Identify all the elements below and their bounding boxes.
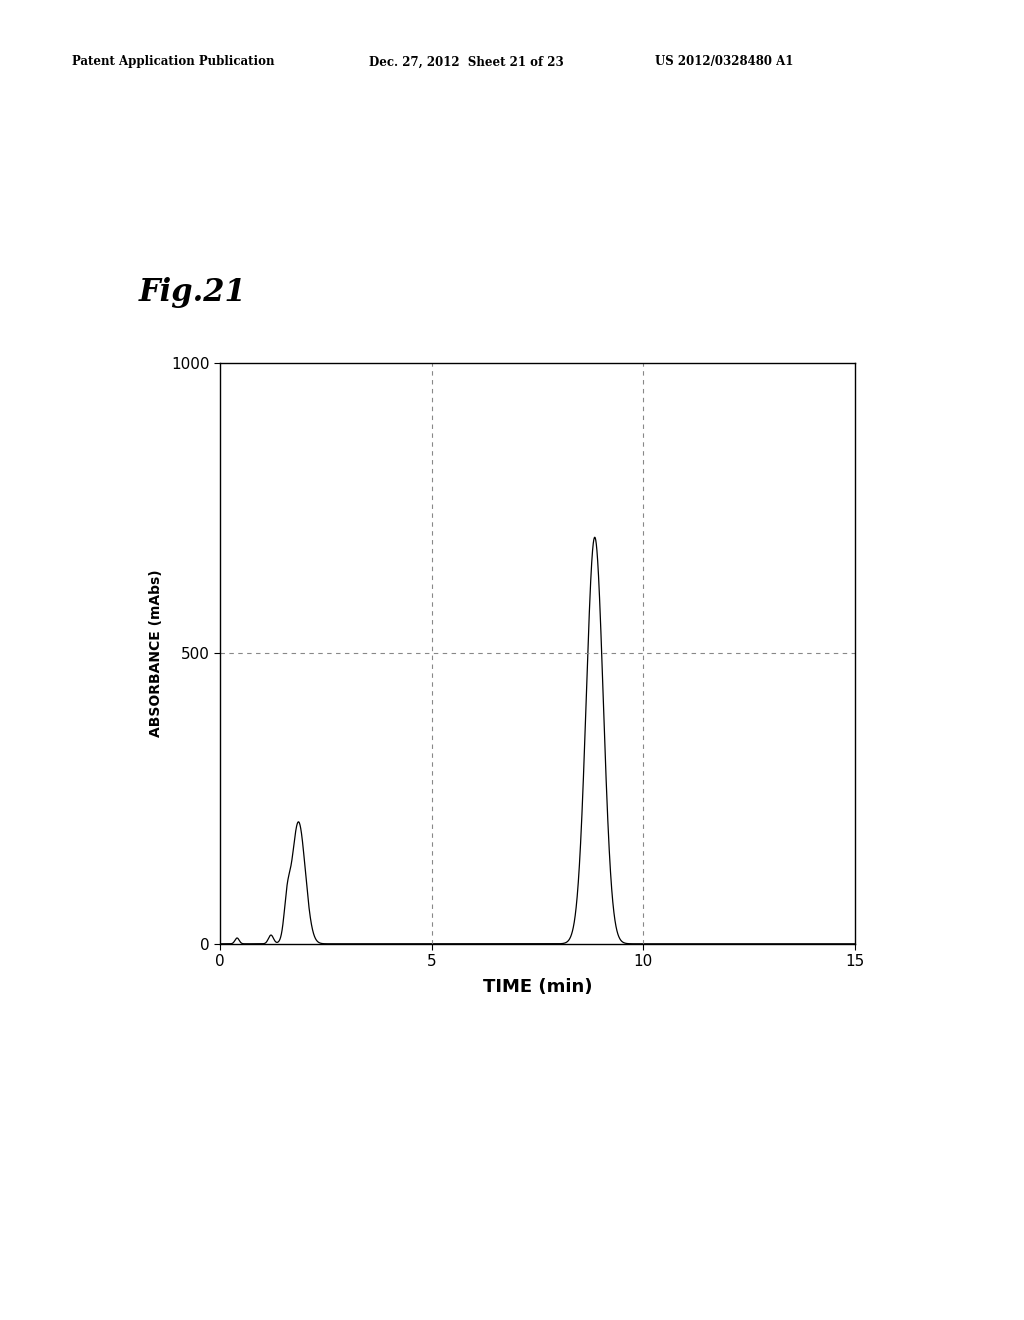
Y-axis label: ABSORBANCE (mAbs): ABSORBANCE (mAbs): [148, 570, 163, 737]
Text: Fig.21: Fig.21: [138, 277, 246, 308]
Text: Dec. 27, 2012  Sheet 21 of 23: Dec. 27, 2012 Sheet 21 of 23: [369, 55, 563, 69]
X-axis label: TIME (min): TIME (min): [483, 978, 592, 995]
Text: Patent Application Publication: Patent Application Publication: [72, 55, 274, 69]
Text: US 2012/0328480 A1: US 2012/0328480 A1: [655, 55, 794, 69]
